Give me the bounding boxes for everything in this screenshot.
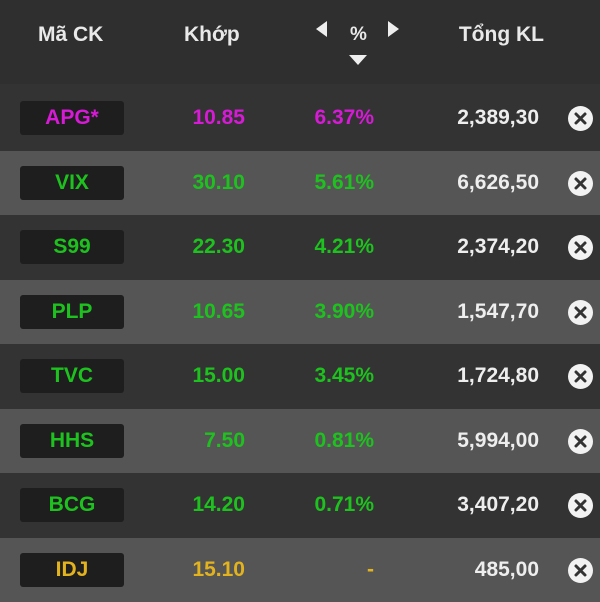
remove-icon[interactable] xyxy=(568,558,593,583)
total-volume: 1,547,70 xyxy=(457,280,539,344)
total-volume: 5,994,00 xyxy=(457,409,539,473)
match-price: 15.00 xyxy=(192,344,245,408)
total-volume: 2,389,30 xyxy=(457,86,539,150)
column-header-price[interactable]: Khớp xyxy=(184,0,240,70)
table-row[interactable]: IDJ 15.10 - 485,00 xyxy=(0,538,600,602)
table-header: Mã CK Khớp % Tổng KL xyxy=(0,0,600,84)
change-percent: 0.71% xyxy=(314,473,374,537)
table-row[interactable]: HHS 7.50 0.81% 5,994,00 xyxy=(0,409,600,474)
table-row[interactable]: BCG 14.20 0.71% 3,407,20 xyxy=(0,473,600,538)
total-volume: 6,626,50 xyxy=(457,151,539,215)
prev-column-icon[interactable] xyxy=(316,21,327,37)
remove-icon[interactable] xyxy=(568,235,593,260)
total-volume: 2,374,20 xyxy=(457,215,539,279)
table-row[interactable]: S99 22.30 4.21% 2,374,20 xyxy=(0,215,600,280)
change-percent: 5.61% xyxy=(314,151,374,215)
remove-icon[interactable] xyxy=(568,493,593,518)
match-price: 15.10 xyxy=(192,538,245,602)
stock-code[interactable]: HHS xyxy=(20,424,124,458)
next-column-icon[interactable] xyxy=(388,21,399,37)
change-percent: - xyxy=(367,538,374,602)
match-price: 10.65 xyxy=(192,280,245,344)
sort-descending-icon[interactable] xyxy=(349,55,367,65)
table-row[interactable]: TVC 15.00 3.45% 1,724,80 xyxy=(0,344,600,409)
watchlist-table: APG* 10.85 6.37% 2,389,30 VIX 30.10 5.61… xyxy=(0,86,600,602)
column-header-code[interactable]: Mã CK xyxy=(38,0,103,70)
change-percent: 6.37% xyxy=(314,86,374,150)
match-price: 10.85 xyxy=(192,86,245,150)
remove-icon[interactable] xyxy=(568,171,593,196)
match-price: 14.20 xyxy=(192,473,245,537)
total-volume: 485,00 xyxy=(475,538,539,602)
total-volume: 1,724,80 xyxy=(457,344,539,408)
remove-icon[interactable] xyxy=(568,106,593,131)
stock-code[interactable]: TVC xyxy=(20,359,124,393)
stock-code[interactable]: BCG xyxy=(20,488,124,522)
table-row[interactable]: PLP 10.65 3.90% 1,547,70 xyxy=(0,280,600,345)
stock-code[interactable]: APG* xyxy=(20,101,124,135)
stock-code[interactable]: VIX xyxy=(20,166,124,200)
stock-code[interactable]: S99 xyxy=(20,230,124,264)
column-header-volume[interactable]: Tổng KL xyxy=(459,0,544,70)
total-volume: 3,407,20 xyxy=(457,473,539,537)
remove-icon[interactable] xyxy=(568,364,593,389)
match-price: 7.50 xyxy=(204,409,245,473)
table-row[interactable]: APG* 10.85 6.37% 2,389,30 xyxy=(0,86,600,151)
remove-icon[interactable] xyxy=(568,429,593,454)
remove-icon[interactable] xyxy=(568,300,593,325)
change-percent: 4.21% xyxy=(314,215,374,279)
stock-code[interactable]: PLP xyxy=(20,295,124,329)
change-percent: 3.45% xyxy=(314,344,374,408)
stock-code[interactable]: IDJ xyxy=(20,553,124,587)
change-percent: 0.81% xyxy=(314,409,374,473)
match-price: 22.30 xyxy=(192,215,245,279)
match-price: 30.10 xyxy=(192,151,245,215)
table-row[interactable]: VIX 30.10 5.61% 6,626,50 xyxy=(0,151,600,216)
change-percent: 3.90% xyxy=(314,280,374,344)
